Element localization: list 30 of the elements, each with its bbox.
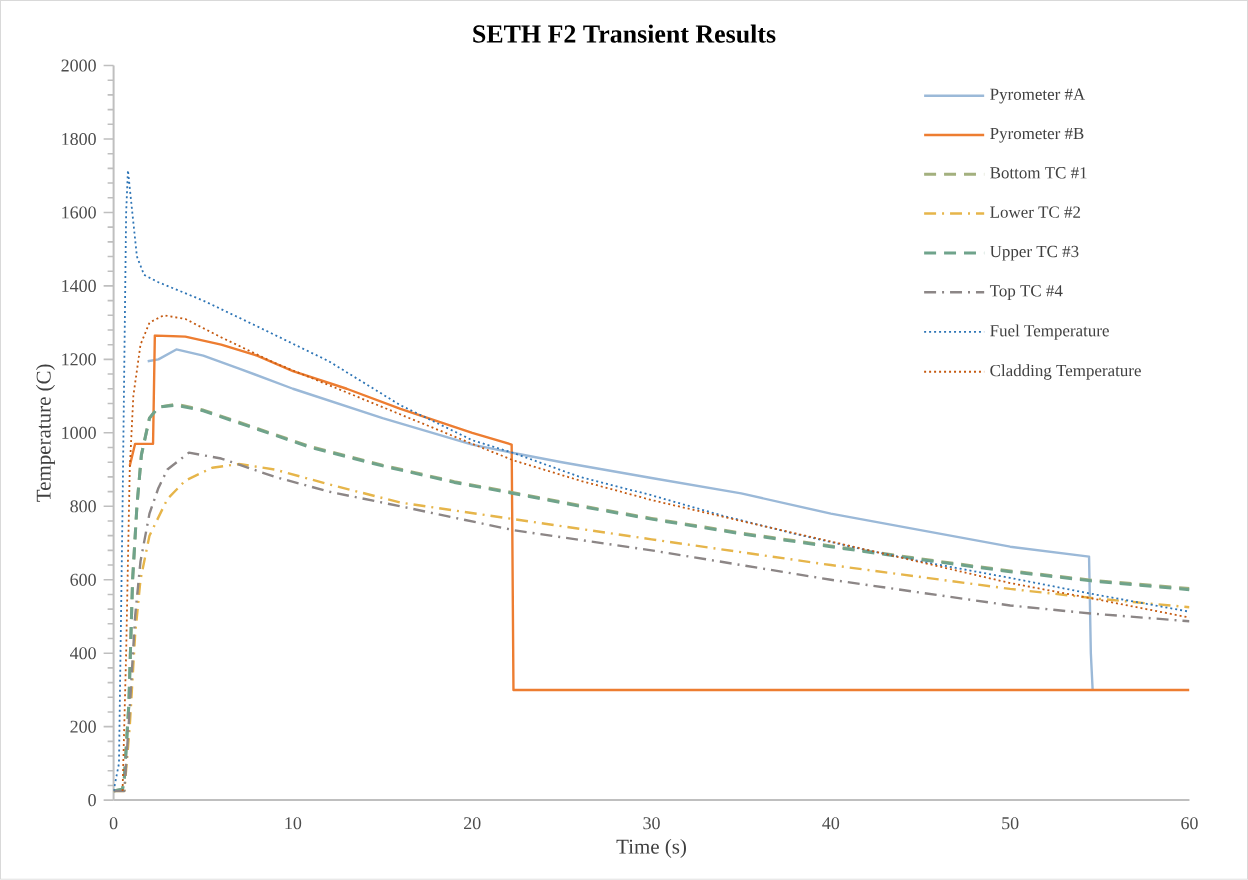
y-tick-label: 1000 (62, 426, 96, 440)
legend-label: Upper TC #3 (990, 245, 1079, 261)
x-tick-label: 50 (1002, 817, 1019, 830)
y-tick-label: 1200 (62, 353, 96, 366)
y-tick-label: 0 (88, 794, 96, 807)
legend-label: Pyrometer #B (990, 128, 1084, 143)
y-tick-label: 1600 (62, 206, 96, 219)
y-tick-label: 400 (70, 647, 96, 660)
legend-label: Lower TC #2 (990, 206, 1081, 218)
line-series (113, 169, 1190, 792)
x-axis-title: Time (s) (616, 839, 686, 859)
chart-title: SETH F2 Transient Results (473, 24, 776, 43)
y-tick-label: 200 (70, 720, 96, 733)
y-tick-label: 1400 (62, 280, 96, 293)
x-tick-label: 10 (285, 817, 302, 830)
x-tick-label: 30 (643, 817, 660, 830)
legend-label: Fuel Temperature (990, 324, 1109, 340)
x-tick-label: 20 (464, 817, 481, 830)
x-tick-label: 40 (822, 817, 840, 830)
y-tick-label: 800 (70, 500, 96, 513)
x-tick-label: 60 (1181, 817, 1198, 830)
x-tick-label: 0 (109, 817, 118, 830)
legend-label: Pyrometer #A (990, 88, 1086, 104)
y-tick-label: 2000 (61, 59, 96, 72)
y-tick-label: 600 (70, 573, 96, 586)
legend-label: Cladding Temperature (990, 364, 1141, 380)
legend-label: Top TC #4 (989, 285, 1063, 301)
legend-label: Bottom TC #1 (990, 167, 1087, 179)
y-axis-title: Temperature (C) (36, 364, 55, 502)
y-tick-label: 1800 (62, 133, 96, 146)
